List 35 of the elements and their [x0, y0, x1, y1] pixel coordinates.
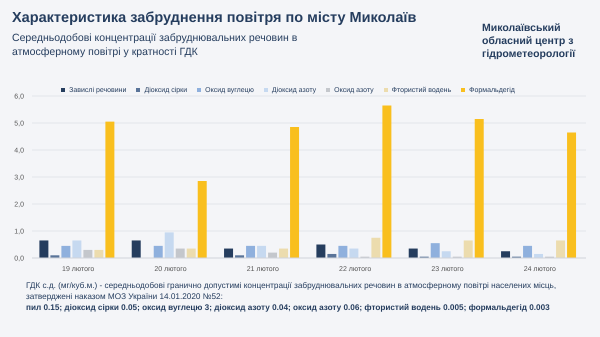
bar [279, 248, 288, 258]
bar [408, 248, 418, 258]
bar [316, 244, 326, 258]
bar [83, 250, 92, 258]
chart-title: Характеристика забруднення повітря по місту Миколаїв [12, 10, 418, 26]
bar [94, 250, 104, 258]
bar [349, 248, 358, 258]
bar [382, 105, 392, 258]
text: ГДК с.д. (мг/куб.м.) - середньодобові гранично допустимі концентрації забруднювальних речовин в атмосферному повітрі населених місць, затверджені наказом МОЗ України 14.01.2020 №52: [26, 280, 558, 302]
bar [154, 246, 163, 258]
bar [556, 240, 566, 258]
bar [176, 248, 185, 258]
bar [164, 232, 174, 258]
bar [224, 248, 234, 258]
bar [474, 118, 484, 258]
bar [105, 122, 114, 258]
bar [257, 246, 266, 258]
bar [132, 240, 141, 258]
bar [268, 252, 278, 258]
bar [186, 248, 196, 258]
bar [290, 127, 300, 258]
bar [371, 238, 380, 258]
bar [61, 246, 70, 258]
bar [567, 132, 576, 258]
bar [72, 240, 82, 258]
bar [246, 246, 256, 258]
bar [39, 240, 48, 258]
chart-subtitle: Середньодобові концентрації забруднювальних речовин в атмосферному повітрі у кратності ГДК [12, 31, 298, 59]
bar [338, 246, 348, 258]
bar [464, 240, 473, 258]
text: пил 0.15; діоксид сірки 0.05; оксид вуглецю 3; діоксид азоту 0.04; оксид азоту 0.06; фтористий водень 0.005; формальдегід 0.003 [26, 302, 551, 313]
bar [430, 243, 440, 258]
text: Миколаївський обласний центр з гідрометеорології [482, 22, 576, 61]
bar [198, 181, 207, 258]
bar [523, 246, 532, 258]
